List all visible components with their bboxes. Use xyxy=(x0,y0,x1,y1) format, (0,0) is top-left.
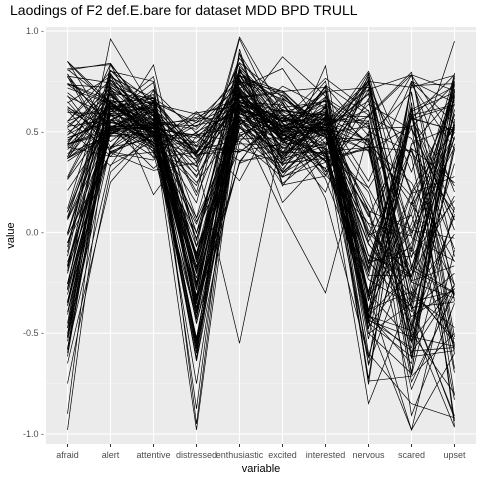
series-line xyxy=(67,64,455,422)
x-tick-label: upset xyxy=(443,450,466,460)
x-tick-label: alert xyxy=(102,450,120,460)
series-line xyxy=(67,113,455,347)
series-line xyxy=(67,83,455,328)
series-line xyxy=(67,74,455,256)
series-line xyxy=(67,74,455,409)
series-line xyxy=(67,75,455,304)
y-axis-title: value xyxy=(5,222,17,248)
chart-title: Laodings of F2 def.E.bare for dataset MD… xyxy=(10,2,358,18)
y-axis-ticks: 1.0 - 0.5 - 0.0 - -0.5 - -1.0 - xyxy=(23,26,44,439)
grid-lines xyxy=(46,27,476,444)
x-tick-label: interested xyxy=(306,450,346,460)
y-tick-label: 1.0 - xyxy=(26,26,44,36)
series-line xyxy=(67,115,455,349)
series-line xyxy=(67,69,455,234)
series-layer xyxy=(67,36,455,432)
series-line xyxy=(67,75,455,264)
series-line xyxy=(67,88,455,347)
y-tick-label: -1.0 - xyxy=(23,429,44,439)
series-line xyxy=(67,85,455,338)
series-line xyxy=(67,80,455,345)
y-tick-label: 0.0 - xyxy=(26,227,44,237)
series-line xyxy=(67,52,455,348)
y-tick-label: 0.5 - xyxy=(26,127,44,137)
series-line xyxy=(67,108,455,396)
y-tick-label: -0.5 - xyxy=(23,328,44,338)
series-line xyxy=(67,96,455,296)
series-line xyxy=(67,120,455,384)
series-line xyxy=(67,109,455,255)
x-tick-label: afraid xyxy=(56,450,79,460)
x-tick-label: attentive xyxy=(136,450,170,460)
x-axis-title: variable xyxy=(242,463,281,475)
x-tick-label: enthusiastic xyxy=(216,450,264,460)
x-tick-label: excited xyxy=(268,450,297,460)
series-line xyxy=(67,76,455,367)
series-line xyxy=(67,90,455,329)
series-line xyxy=(67,101,455,430)
series-line xyxy=(67,61,455,269)
x-tick-label: scared xyxy=(398,450,425,460)
series-line xyxy=(67,64,455,221)
series-line xyxy=(67,83,455,250)
series-line xyxy=(67,87,455,359)
series-line xyxy=(67,69,455,365)
series-line xyxy=(67,76,455,339)
x-axis-ticks: afraid alert attentive distressedenthusiast… xyxy=(56,444,466,460)
x-tick-label: nervous xyxy=(352,450,385,460)
x-tick-label: distressed xyxy=(176,450,217,460)
series-line xyxy=(67,87,455,391)
